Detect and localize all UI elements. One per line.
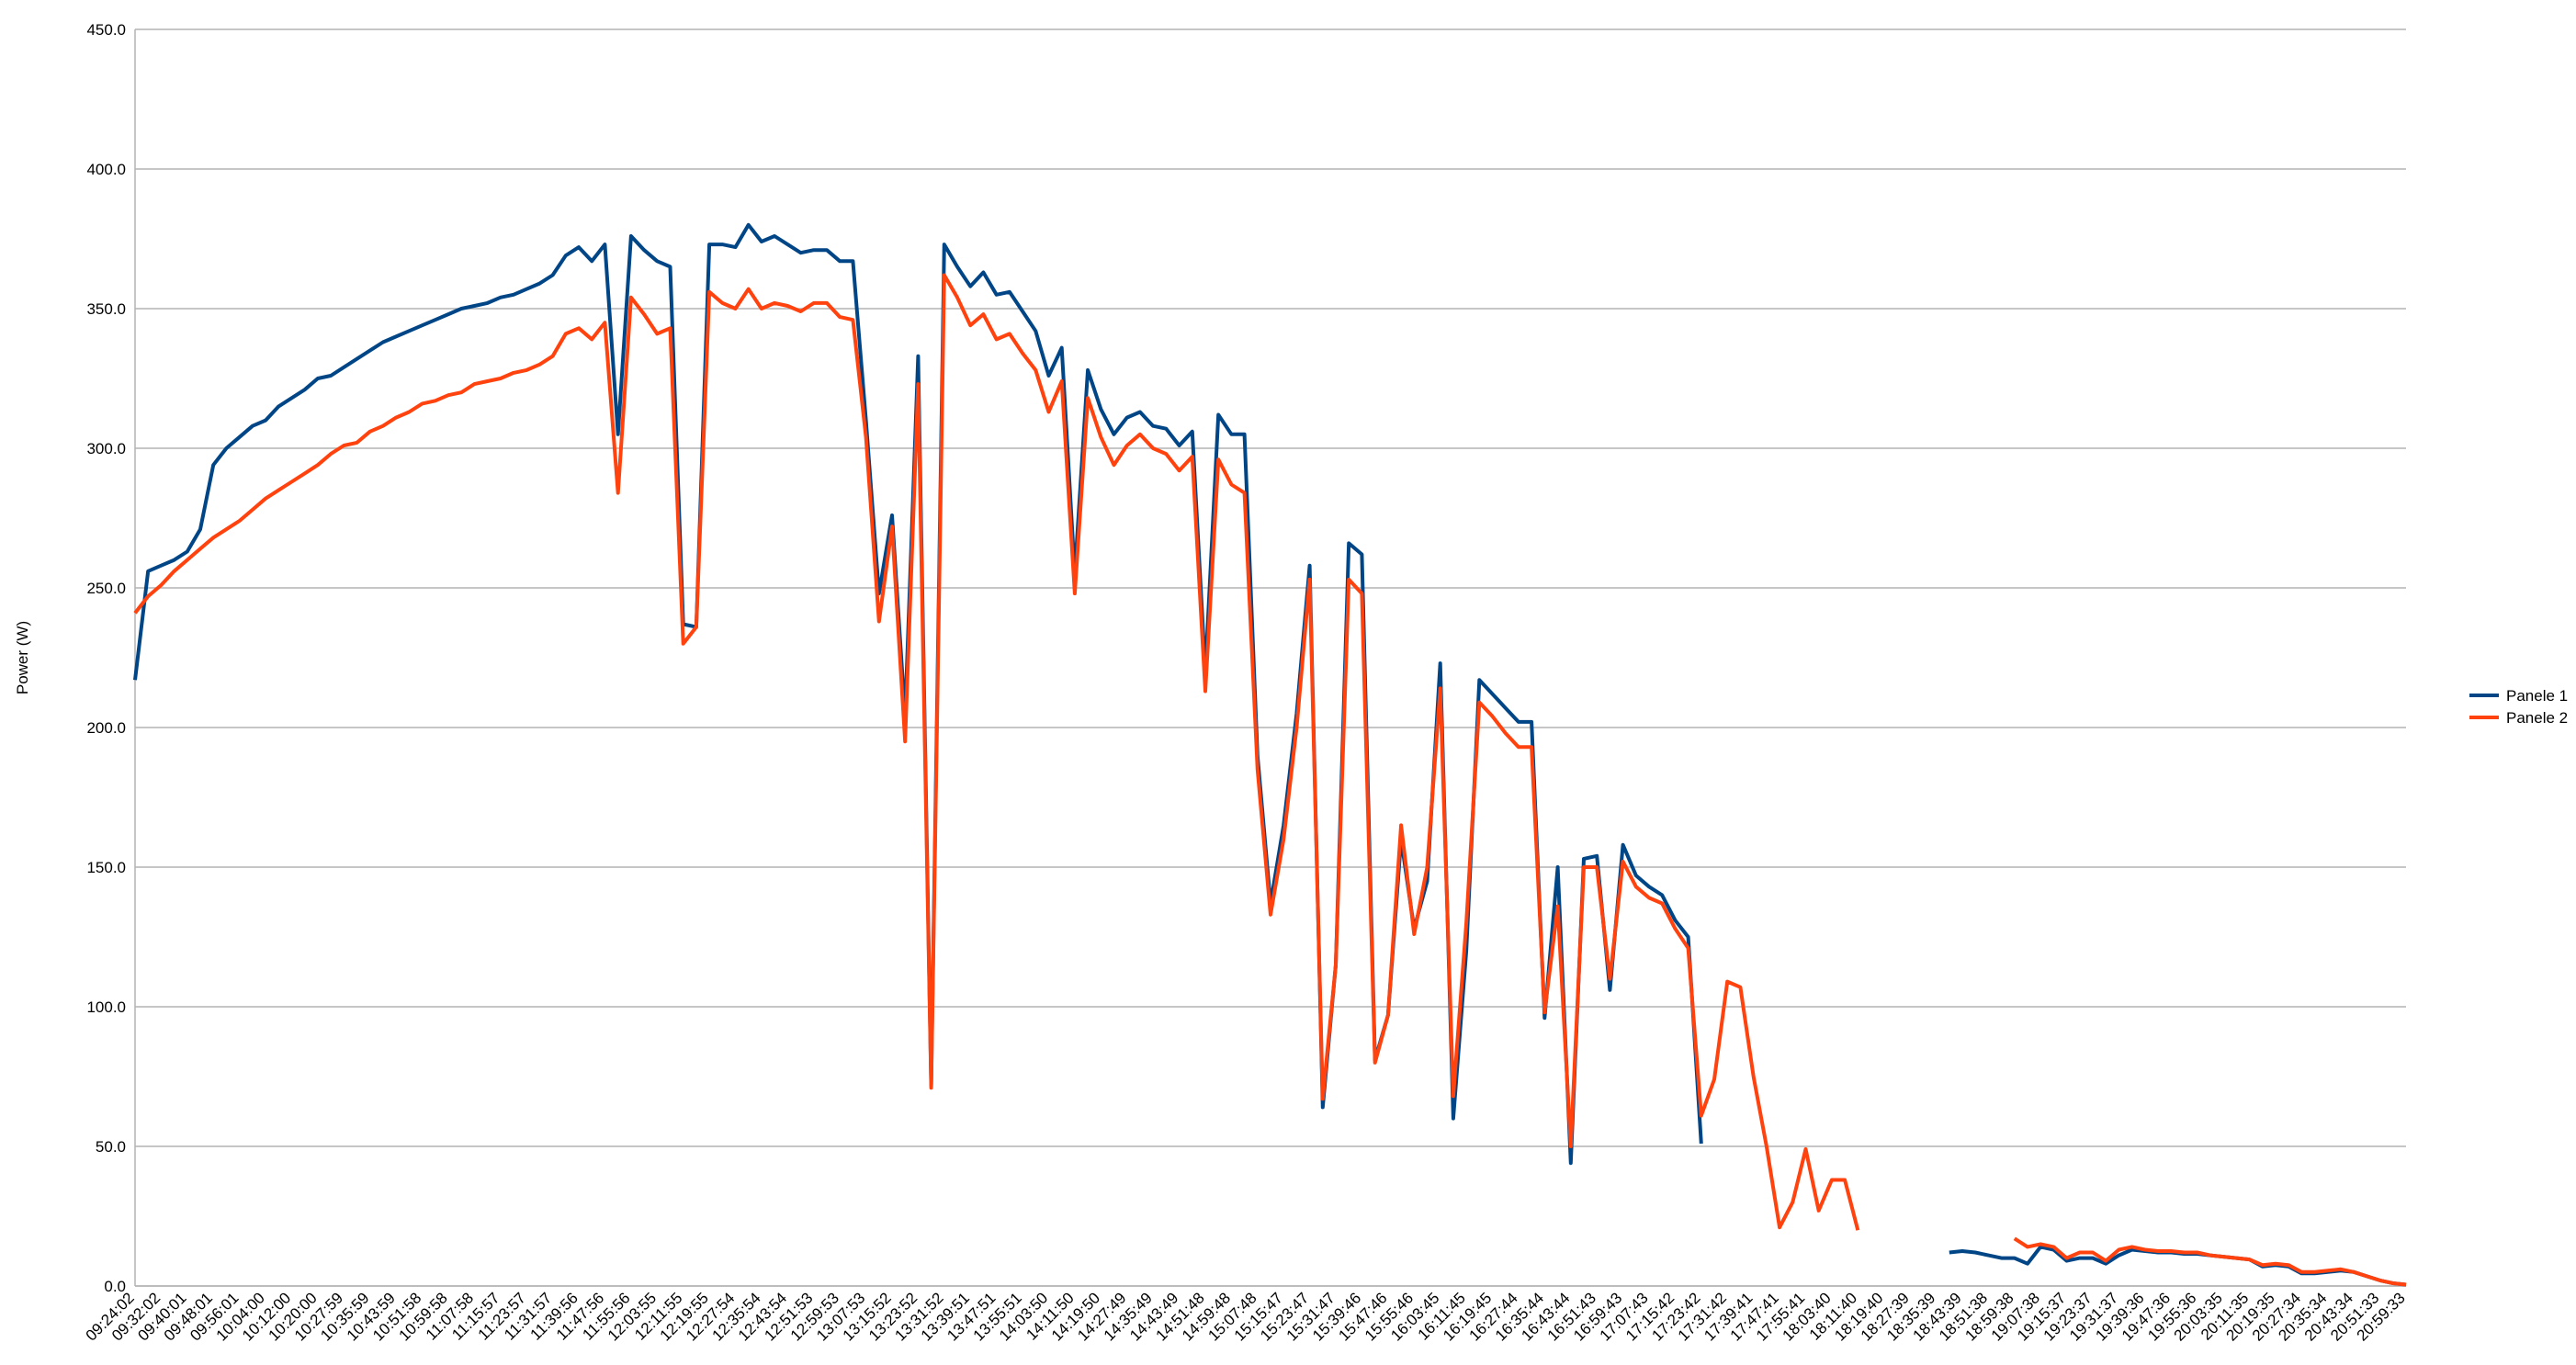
y-tick-label: 250.0 <box>86 580 126 597</box>
y-tick-label: 400.0 <box>86 161 126 178</box>
y-tick-label: 200.0 <box>86 719 126 737</box>
y-tick-label: 450.0 <box>86 21 126 39</box>
y-tick-label: 350.0 <box>86 300 126 318</box>
y-tick-label: 0.0 <box>104 1278 126 1295</box>
y-tick-label: 100.0 <box>86 998 126 1016</box>
legend-label: Panele 1 <box>2506 687 2568 705</box>
y-tick-label: 300.0 <box>86 440 126 457</box>
legend-label: Panele 2 <box>2506 709 2568 727</box>
y-tick-label: 50.0 <box>96 1138 126 1156</box>
y-tick-label: 150.0 <box>86 859 126 876</box>
series-line <box>133 273 2407 1287</box>
y-axis-label: Power (W) <box>14 621 31 694</box>
